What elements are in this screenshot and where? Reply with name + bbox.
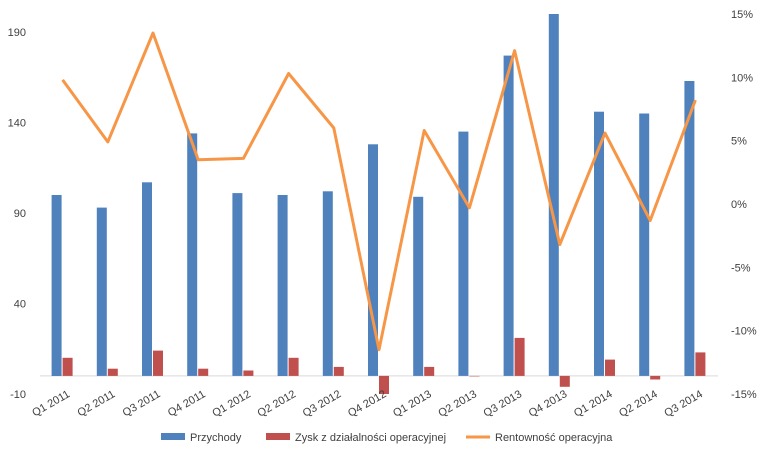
bar-zysk xyxy=(63,358,73,376)
bar-przychody xyxy=(323,191,333,376)
legend-label: Rentowność operacyjna xyxy=(495,432,613,444)
legend-label: Zysk z działalności operacyjnej xyxy=(295,432,446,444)
x-tick-label: Q4 2012 xyxy=(346,388,389,419)
bar-przychody xyxy=(232,193,242,376)
y-tick-label-right: 10% xyxy=(731,72,753,84)
x-tick-label: Q2 2014 xyxy=(617,388,660,419)
bar-przychody xyxy=(639,114,649,376)
x-tick-label: Q2 2011 xyxy=(75,388,117,419)
x-tick-label: Q3 2013 xyxy=(482,388,525,419)
bar-zysk xyxy=(334,367,344,376)
bars xyxy=(52,14,706,394)
bar-przychody xyxy=(52,195,62,376)
y-tick-label-right: 0% xyxy=(731,199,747,211)
x-tick-label: Q4 2013 xyxy=(527,388,570,419)
y-tick-label-right: 15% xyxy=(731,9,753,21)
bar-zysk xyxy=(515,338,525,376)
bar-przychody xyxy=(278,195,288,376)
y-tick-label-right: -5% xyxy=(731,262,751,274)
bar-zysk xyxy=(424,367,434,376)
x-tick-label: Q2 2013 xyxy=(436,388,479,419)
bar-zysk xyxy=(650,376,660,380)
bar-przychody xyxy=(504,56,514,376)
bar-przychody xyxy=(413,197,423,376)
legend-swatch xyxy=(266,433,290,440)
y-tick-label-right: -10% xyxy=(731,326,757,338)
x-tick-label: Q3 2011 xyxy=(121,388,163,419)
x-tick-label: Q2 2012 xyxy=(256,388,299,419)
bar-zysk xyxy=(108,369,118,376)
y-tick-label-left: 90 xyxy=(14,208,26,220)
y-tick-label-left: 140 xyxy=(8,118,26,130)
bar-zysk xyxy=(153,351,163,376)
legend-label: Przychody xyxy=(190,432,242,444)
bar-przychody xyxy=(549,14,559,376)
x-tick-label: Q3 2012 xyxy=(301,388,344,419)
y-tick-label-right: -15% xyxy=(731,389,757,401)
bar-zysk xyxy=(289,358,299,376)
bar-zysk xyxy=(560,376,570,387)
y-tick-label-left: -10 xyxy=(10,389,26,401)
y-tick-label-left: 40 xyxy=(14,299,26,311)
bar-przychody xyxy=(458,132,468,376)
bar-zysk xyxy=(469,376,479,377)
bar-zysk xyxy=(243,371,253,376)
x-tick-label: Q1 2012 xyxy=(210,388,253,419)
x-tick-label: Q1 2014 xyxy=(572,388,615,419)
bar-przychody xyxy=(97,208,107,376)
bar-przychody xyxy=(187,133,197,376)
x-tick-label: Q3 2014 xyxy=(662,388,705,419)
y-tick-label-left: 190 xyxy=(8,27,26,39)
bar-zysk xyxy=(605,360,615,376)
bar-zysk xyxy=(695,352,705,376)
bar-zysk xyxy=(198,369,208,376)
legend: Przychody Zysk z działalności operacyjnej… xyxy=(161,432,613,444)
y-tick-label-right: 5% xyxy=(731,136,747,148)
legend-swatch xyxy=(161,433,185,440)
x-tick-label: Q1 2011 xyxy=(30,388,72,419)
x-tick-label: Q4 2011 xyxy=(166,388,208,419)
x-tick-label: Q1 2013 xyxy=(391,388,434,419)
bar-przychody xyxy=(142,182,152,376)
